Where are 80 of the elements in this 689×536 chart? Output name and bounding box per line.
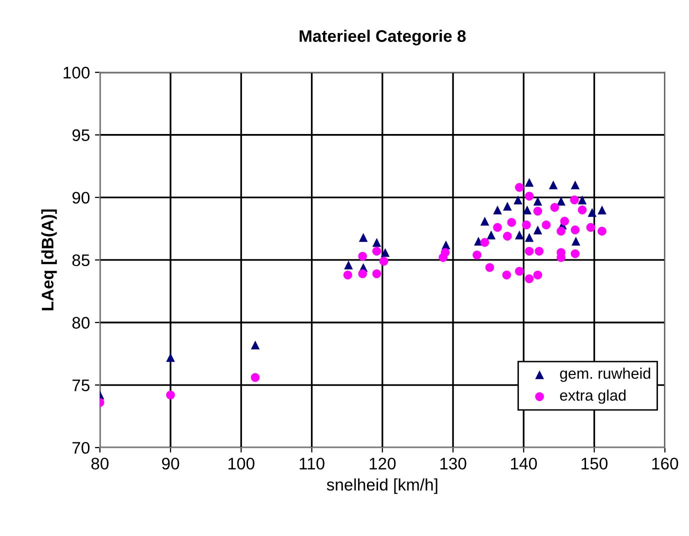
- y-tick-label: 80: [72, 316, 90, 329]
- point: [556, 196, 566, 206]
- point: [533, 226, 542, 234]
- point: [515, 230, 524, 240]
- point: [560, 216, 569, 226]
- y-tick-label: 100: [64, 66, 90, 79]
- point: [166, 390, 175, 400]
- point: [515, 266, 524, 276]
- point: [533, 270, 542, 280]
- point: [524, 233, 534, 242]
- point: [550, 203, 560, 212]
- y-tick-label: 85: [72, 254, 90, 266]
- x-axis-title: snelheid [km/h]: [326, 478, 438, 494]
- point: [480, 216, 490, 226]
- point: [379, 256, 388, 266]
- point: [548, 180, 558, 190]
- y-tick-label: 75: [72, 380, 90, 392]
- point: [522, 220, 531, 230]
- point: [503, 232, 512, 241]
- point: [542, 220, 551, 230]
- point: [570, 226, 580, 234]
- legend-label: extra glad: [560, 390, 626, 404]
- point: [250, 373, 260, 382]
- point: [514, 196, 522, 204]
- x-tick-label: 130: [440, 458, 466, 470]
- point: [166, 353, 175, 362]
- y-tick-label: 95: [72, 129, 90, 142]
- point: [534, 246, 544, 256]
- point: [250, 340, 260, 350]
- x-tick-label: 80: [91, 458, 109, 470]
- point: [493, 206, 502, 214]
- chart-title: Materieel Categorie 8: [300, 30, 466, 46]
- point: [507, 218, 516, 227]
- point: [358, 233, 368, 242]
- point: [344, 260, 353, 270]
- x-tick-label: 100: [228, 458, 254, 470]
- point: [570, 249, 580, 258]
- x-tick-label: 110: [300, 458, 324, 470]
- point: [372, 269, 382, 278]
- point: [586, 223, 596, 232]
- point: [598, 206, 606, 214]
- point: [440, 248, 450, 257]
- point: [588, 208, 597, 217]
- x-tick-label: 160: [652, 458, 678, 470]
- legend-label: gem. ruwheid: [560, 368, 650, 382]
- y-tick-label: 70: [72, 442, 90, 454]
- point: [486, 230, 496, 240]
- x-tick-label: 140: [511, 458, 537, 470]
- point: [533, 196, 542, 206]
- point: [503, 202, 512, 211]
- point: [343, 270, 352, 280]
- point: [578, 206, 587, 214]
- point: [358, 269, 368, 278]
- point: [524, 274, 534, 284]
- point: [556, 226, 566, 236]
- point: [524, 178, 534, 187]
- point: [502, 270, 512, 280]
- y-tick-label: 90: [72, 192, 90, 204]
- point: [372, 246, 382, 256]
- y-axis-title: LAeq [dB(A)]: [41, 210, 57, 310]
- point: [572, 236, 580, 246]
- x-tick-label: 150: [582, 458, 608, 470]
- point: [485, 263, 494, 272]
- point: [578, 196, 587, 204]
- point: [480, 238, 490, 247]
- point: [598, 226, 606, 236]
- point: [358, 252, 368, 261]
- point: [533, 206, 542, 216]
- point: [570, 180, 580, 190]
- point: [493, 223, 502, 232]
- x-tick-label: 120: [370, 458, 396, 470]
- point: [524, 192, 534, 201]
- point: [522, 206, 532, 214]
- point: [372, 238, 382, 247]
- point: [515, 183, 524, 192]
- point: [524, 246, 534, 256]
- point: [472, 250, 482, 260]
- x-tick-label: 90: [162, 458, 180, 470]
- point: [570, 196, 579, 204]
- point: [380, 248, 390, 257]
